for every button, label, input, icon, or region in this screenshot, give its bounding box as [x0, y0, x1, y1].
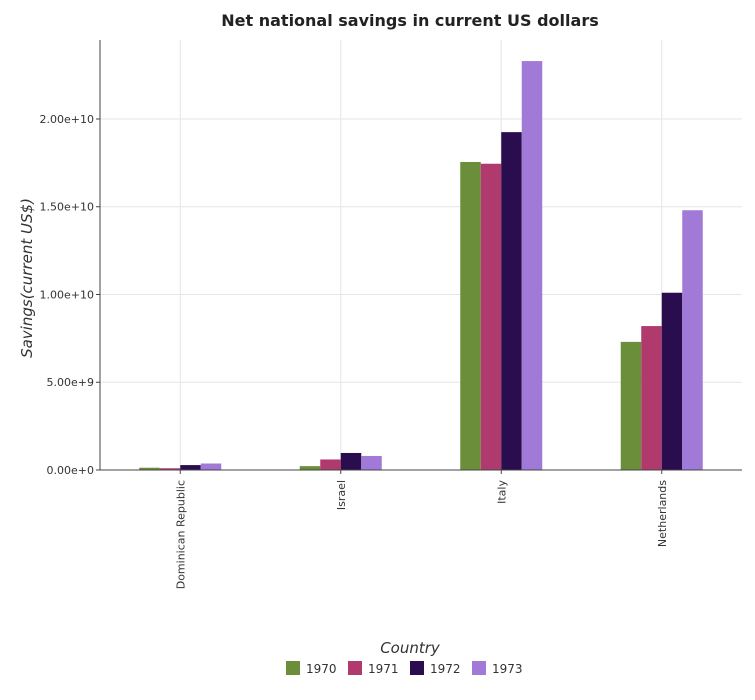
bar-1973-italy	[521, 61, 543, 471]
bar-1971-netherlands	[641, 326, 662, 470]
y-tick-label: 1.00e+10	[40, 288, 94, 301]
bar-1971-dominican-republic	[159, 468, 181, 470]
bar-1973-dominican-republic	[200, 463, 222, 470]
x-tick-label: Netherlands	[656, 480, 669, 547]
legend-label-1973: 1973	[492, 662, 523, 676]
gridlines	[100, 40, 742, 471]
y-tick-label: 2.00e+10	[40, 113, 94, 126]
bar-1971-israel	[320, 459, 341, 470]
bar-1970-israel	[299, 466, 321, 470]
bar-1970-dominican-republic	[139, 467, 160, 470]
x-tick-label: Dominican Republic	[174, 480, 187, 589]
legend-swatch-1971	[348, 661, 362, 675]
bar-1972-israel	[340, 452, 362, 470]
legend-swatch-1970	[286, 661, 300, 675]
legend-label-1972: 1972	[430, 662, 461, 676]
bar-1972-italy	[501, 132, 522, 470]
bar-1970-italy	[460, 161, 481, 470]
y-axis-label: Savings(current US$)	[18, 198, 36, 358]
x-tick-labels: Dominican Republic Israel Italy Netherlands	[174, 470, 669, 589]
x-axis-label: Country	[380, 639, 441, 657]
bar-1973-netherlands	[682, 210, 703, 470]
legend: 1970 1971 1972 1973	[286, 661, 523, 676]
y-tick-label: 0.00e+0	[47, 464, 94, 477]
legend-label-1971: 1971	[368, 662, 399, 676]
y-tick-labels: 0.00e+0 5.00e+9 1.00e+10 1.50e+10 2.00e+10	[40, 113, 100, 477]
legend-swatch-1972	[410, 661, 424, 675]
chart-title: Net national savings in current US dolla…	[221, 11, 598, 30]
legend-label-1970: 1970	[306, 662, 337, 676]
x-tick-label: Israel	[335, 480, 348, 510]
y-tick-label: 5.00e+9	[47, 376, 94, 389]
bar-1972-netherlands	[661, 292, 683, 470]
legend-swatch-1973	[472, 661, 486, 675]
x-tick-label: Italy	[495, 480, 508, 504]
axes	[99, 40, 742, 471]
bar-1970-netherlands	[620, 341, 642, 470]
bar-1973-israel	[361, 455, 382, 470]
bar-1972-dominican-republic	[180, 465, 201, 470]
y-tick-label: 1.50e+10	[40, 201, 94, 214]
bar-1971-italy	[480, 163, 502, 471]
bars	[139, 61, 703, 471]
